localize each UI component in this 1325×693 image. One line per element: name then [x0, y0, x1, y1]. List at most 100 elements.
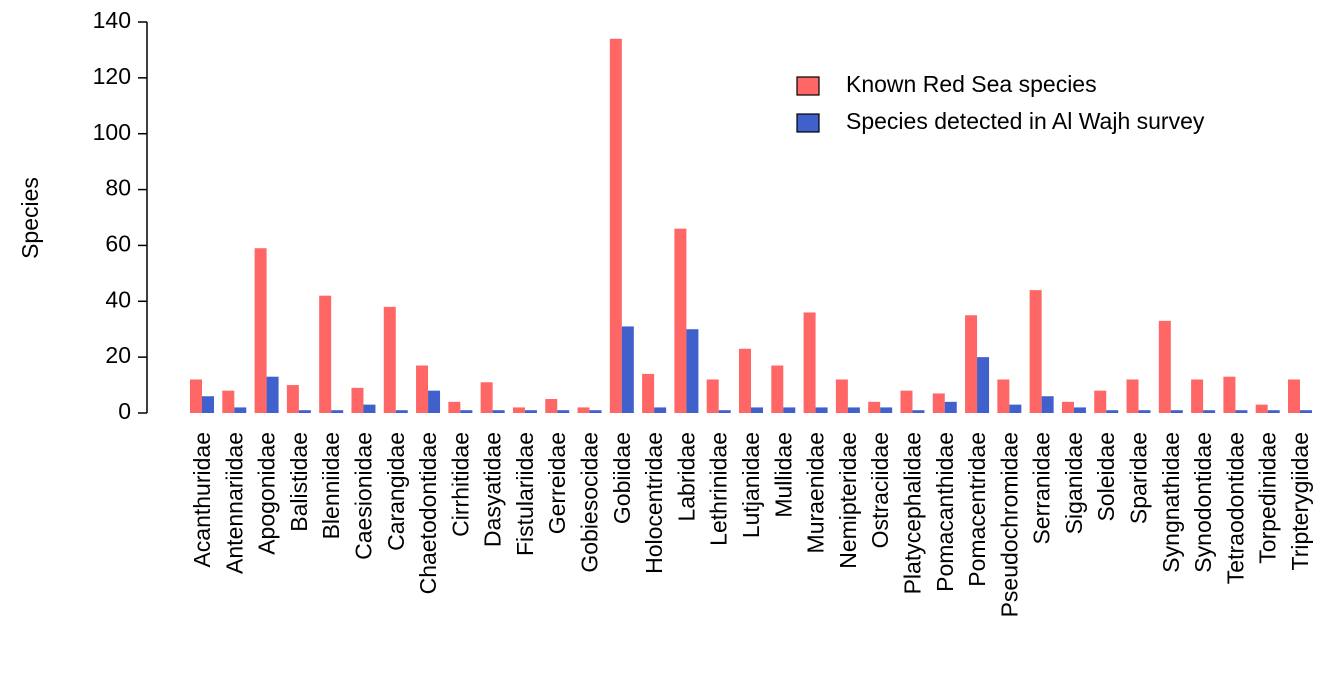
bar — [266, 376, 279, 413]
bar — [771, 365, 784, 413]
x-tick-label: Blenniidae — [318, 432, 344, 539]
x-tick-label: Caesionidae — [350, 432, 376, 560]
x-tick-label: Platycephalidae — [899, 432, 925, 594]
x-tick-label: Tetraodontidae — [1222, 432, 1248, 584]
bar — [557, 410, 570, 413]
bar — [1235, 410, 1248, 413]
x-tick-label: Apogonidae — [254, 432, 280, 555]
x-tick-label: Holocentridae — [641, 432, 667, 574]
bar — [900, 390, 913, 413]
legend-swatch — [796, 76, 820, 96]
bar — [912, 410, 925, 413]
bar — [234, 407, 247, 413]
bar — [460, 410, 473, 413]
bar — [298, 410, 311, 413]
bar — [202, 396, 214, 413]
bar — [1041, 396, 1054, 413]
x-tick-label: Siganidae — [1061, 432, 1087, 534]
bar — [331, 410, 344, 413]
bar — [1158, 320, 1171, 413]
bar — [609, 38, 622, 413]
bar — [1300, 410, 1312, 413]
bar — [1138, 410, 1151, 413]
bar — [932, 393, 945, 413]
bar — [492, 410, 505, 413]
bar — [1191, 379, 1204, 413]
bar — [254, 248, 267, 413]
bar — [416, 365, 429, 413]
bar — [751, 407, 763, 413]
y-tick-label: 120 — [93, 63, 131, 89]
bar — [718, 410, 731, 413]
bar — [997, 379, 1010, 413]
x-tick-label: Serranidae — [1029, 432, 1055, 545]
bar — [190, 379, 202, 413]
bar — [524, 410, 537, 413]
y-tick-label: 140 — [93, 7, 131, 33]
x-tick-label: Gerreidae — [544, 432, 570, 534]
bar — [512, 407, 525, 413]
bar — [815, 407, 828, 413]
bar — [286, 385, 299, 413]
legend-label: Species detected in Al Wajh survey — [846, 108, 1205, 134]
bar — [363, 404, 376, 413]
bar — [783, 407, 796, 413]
bar — [654, 407, 667, 413]
x-tick-label: Muraenidae — [803, 432, 829, 553]
bar — [1170, 410, 1183, 413]
bar — [1223, 376, 1236, 413]
x-tick-label: Cirrhitidae — [447, 432, 473, 537]
y-tick-label: 40 — [105, 286, 131, 312]
bar — [835, 379, 848, 413]
bar — [1106, 410, 1119, 413]
bar — [803, 312, 816, 413]
bar — [222, 390, 235, 413]
bar — [351, 387, 364, 413]
y-tick-label: 0 — [118, 398, 131, 424]
x-tick-label: Acanthuridae — [189, 432, 215, 568]
bar — [383, 306, 396, 413]
x-tick-label: Gobiidae — [609, 432, 635, 524]
x-tick-label: Chaetodontidae — [415, 432, 441, 594]
x-tick-label: Antennariidae — [221, 432, 247, 574]
x-tick-label: Sparidae — [1126, 432, 1152, 524]
bar — [1267, 410, 1280, 413]
bar — [589, 410, 602, 413]
y-tick-label: 20 — [105, 342, 131, 368]
x-tick-label: Torpedinidae — [1255, 432, 1281, 564]
x-tick-label: Carangidae — [383, 432, 409, 551]
x-tick-label: Soleidae — [1093, 432, 1119, 522]
bar — [1126, 379, 1139, 413]
bar — [977, 357, 990, 413]
bar — [1061, 401, 1074, 413]
bar — [621, 326, 634, 413]
x-tick-label: Labridae — [673, 432, 699, 522]
x-tick-label: Fistulariidae — [512, 432, 538, 556]
y-tick-label: 80 — [105, 175, 131, 201]
x-tick-label: Pseudochromidae — [996, 432, 1022, 617]
bar — [545, 399, 558, 413]
x-tick-label: Gobiesocidae — [577, 432, 603, 573]
x-tick-label: Nemipteridae — [835, 432, 861, 569]
y-tick-label: 100 — [93, 119, 131, 145]
bar — [1203, 410, 1216, 413]
x-tick-label: Lutjanidae — [738, 432, 764, 538]
y-axis-label: Species — [17, 177, 43, 259]
bar — [1255, 404, 1268, 413]
legend-swatch — [796, 113, 820, 133]
bar — [965, 315, 978, 413]
x-tick-label: Tripterygiidae — [1287, 432, 1313, 570]
bar — [1009, 404, 1022, 413]
bar — [706, 379, 719, 413]
bar — [739, 348, 751, 413]
x-tick-label: Pomacanthidae — [932, 432, 958, 592]
bar — [1029, 290, 1042, 413]
bar — [1094, 390, 1107, 413]
bar — [577, 407, 590, 413]
bar — [686, 329, 699, 413]
bar — [868, 401, 881, 413]
bar — [847, 407, 860, 413]
x-tick-label: Lethrinidae — [706, 432, 732, 546]
bar — [319, 295, 332, 413]
